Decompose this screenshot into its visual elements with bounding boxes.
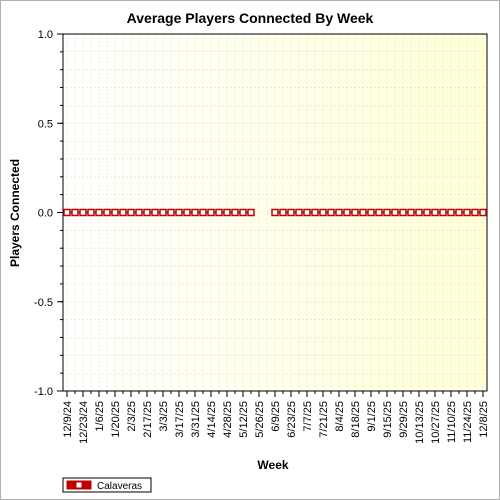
x-tick-label: 4/14/25 [206,401,218,438]
data-point [79,208,87,217]
data-point [335,208,343,217]
x-tick-label: 5/12/25 [238,401,250,438]
x-tick-label: 12/9/24 [62,401,74,438]
data-point [183,208,191,217]
data-point [479,208,487,217]
legend: Calaveras [62,477,152,493]
data-point [327,208,335,217]
y-tick-label: -1.0 [34,386,53,398]
x-tick-label: 1/6/25 [94,401,106,432]
x-axis-label: Week [257,458,288,472]
data-point [367,208,375,217]
x-tick-label: 3/31/25 [190,401,202,438]
data-point [311,208,319,217]
data-point [191,208,199,217]
data-point [431,208,439,217]
x-tick-label: 7/7/25 [302,401,314,432]
data-point [375,208,383,217]
data-point [351,208,359,217]
data-point [95,208,103,217]
data-point [343,208,351,217]
data-point [127,208,135,217]
data-point [87,208,95,217]
x-tick-label: 10/13/25 [414,401,426,444]
data-point [239,208,247,217]
y-tick-label: 0.0 [38,208,53,220]
y-tick-label: -0.5 [34,297,53,309]
data-point [63,208,71,217]
data-point [271,208,279,217]
x-tick-label: 11/24/25 [462,401,474,443]
data-point [135,208,143,217]
data-point [471,208,479,217]
data-point [455,208,463,217]
data-point [463,208,471,217]
x-tick-label: 8/4/25 [334,401,346,432]
x-tick-label: 11/10/25 [446,401,458,443]
y-axis-label: Players Connected [8,159,22,267]
x-tick-label: 2/17/25 [142,401,154,438]
x-tick-label: 12/8/25 [478,401,490,438]
data-point [199,208,207,217]
data-point [383,208,391,217]
data-point [247,208,255,217]
data-point [103,208,111,217]
x-tick-label: 6/9/25 [270,401,282,432]
data-point [319,208,327,217]
x-tick-label: 3/17/25 [174,401,186,438]
data-point [287,208,295,217]
data-point [303,208,311,217]
x-tick-label: 12/23/24 [78,401,90,444]
axes: 1.0 0.5 0.0 -0.5 -1.0 12/9/24 12/23/24 1/6/25 1/… [34,29,490,444]
data-point [359,208,367,217]
chart-title: Average Players Connected By Week [127,10,374,26]
data-point [143,208,151,217]
x-tick-label: 4/28/25 [222,401,234,438]
x-tick-label: 2/3/25 [126,401,138,432]
data-point [399,208,407,217]
data-point [279,208,287,217]
data-point [111,208,119,217]
series-layer [63,208,487,217]
x-tick-label: 1/20/25 [110,401,122,438]
x-tick-label: 6/23/25 [286,401,298,438]
x-tick-label: 9/29/25 [398,401,410,438]
legend-label: Calaveras [97,481,142,492]
data-point [119,208,127,217]
data-point [231,208,239,217]
y-tick-label: 0.5 [38,118,53,130]
x-tick-label: 7/21/25 [318,401,330,438]
data-point [159,208,167,217]
x-tick-label: 9/15/25 [382,401,394,438]
x-tick-label: 3/3/25 [158,401,170,432]
x-tick-label: 5/26/25 [254,401,266,438]
data-point [415,208,423,217]
data-point [167,208,175,217]
data-point [447,208,455,217]
data-point [423,208,431,217]
x-tick-label: 9/1/25 [366,401,378,432]
data-point [207,208,215,217]
data-point [215,208,223,217]
data-point [295,208,303,217]
data-point [439,208,447,217]
x-tick-label: 10/27/25 [430,401,442,444]
data-point [407,208,415,217]
x-tick-label: 8/18/25 [350,401,362,438]
data-point [71,208,79,217]
legend-marker [75,481,83,489]
data-point [175,208,183,217]
data-point [391,208,399,217]
data-point [151,208,159,217]
data-point [223,208,231,217]
y-tick-label: 1.0 [38,29,53,41]
